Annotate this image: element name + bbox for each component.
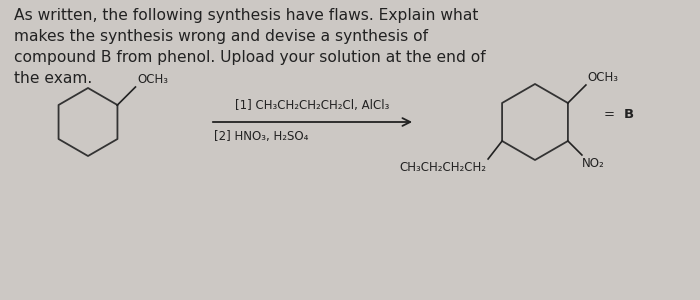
Text: NO₂: NO₂ [582,157,605,170]
Text: CH₃CH₂CH₂CH₂: CH₃CH₂CH₂CH₂ [399,161,486,174]
Text: As written, the following synthesis have flaws. Explain what
makes the synthesis: As written, the following synthesis have… [14,8,486,86]
Text: =: = [604,109,615,122]
Text: [1] CH₃CH₂CH₂CH₂Cl, AlCl₃: [1] CH₃CH₂CH₂CH₂Cl, AlCl₃ [235,99,390,112]
Text: B: B [624,109,634,122]
Text: OCH₃: OCH₃ [587,71,618,84]
Text: OCH₃: OCH₃ [137,73,169,86]
Text: [2] HNO₃, H₂SO₄: [2] HNO₃, H₂SO₄ [214,130,309,143]
